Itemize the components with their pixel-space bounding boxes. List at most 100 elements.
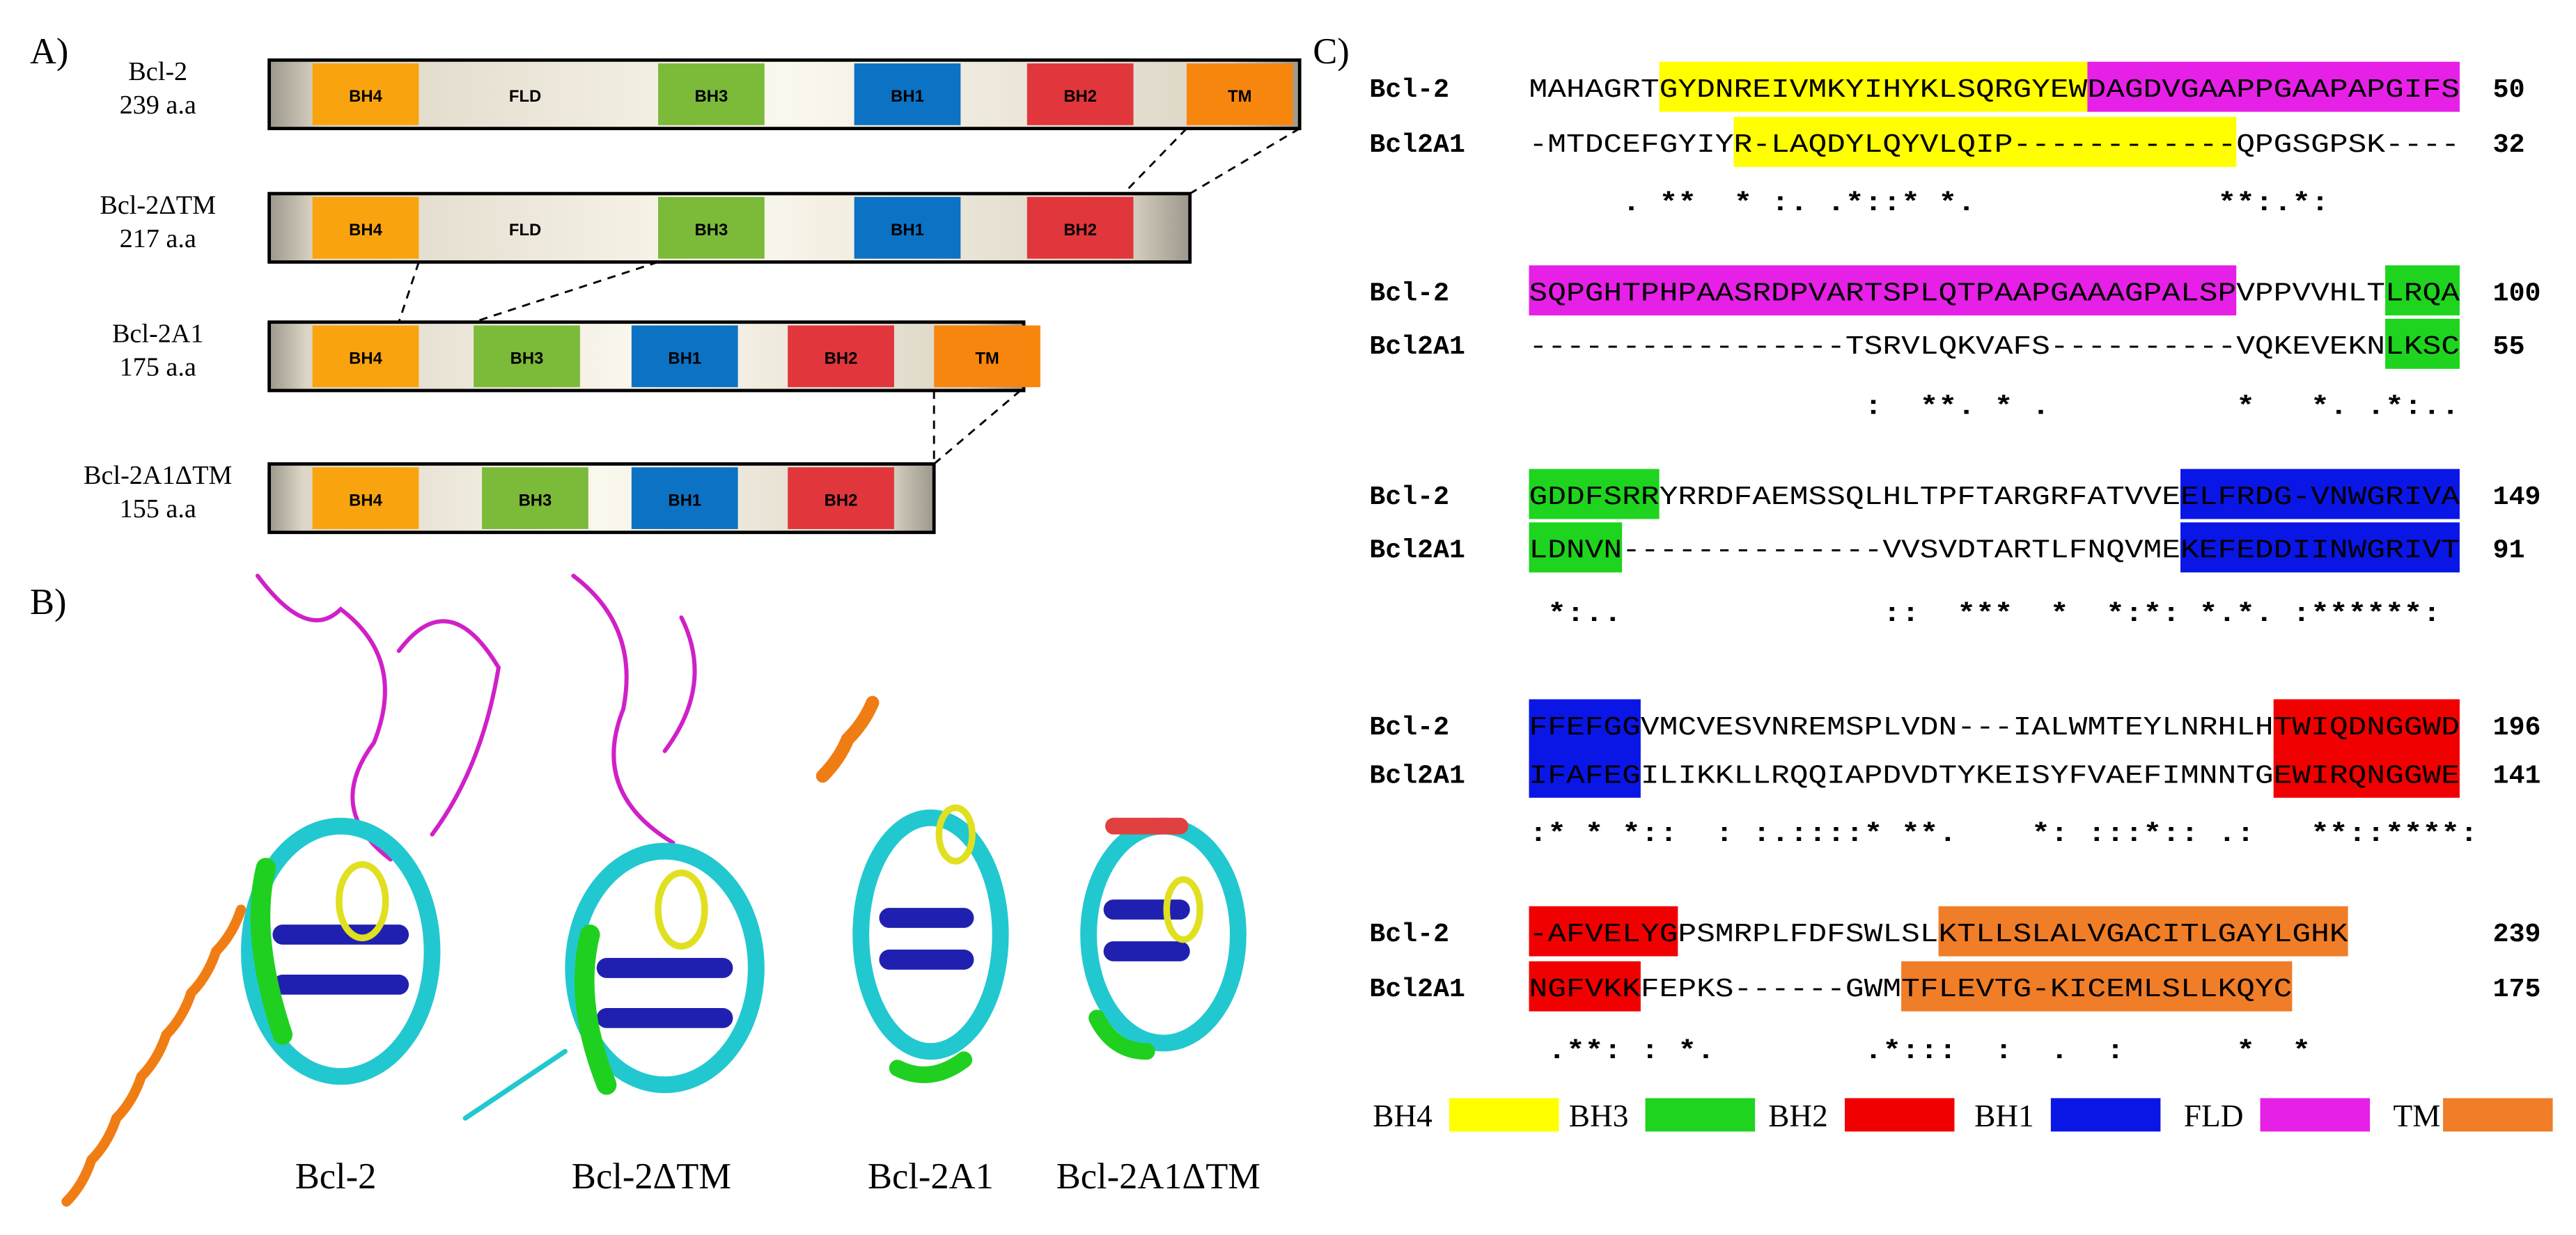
sequence-name: Bcl2A1 bbox=[1369, 975, 1465, 1005]
sequence: SQPGHTPHPAASRDPVARTSPLQTPAAPGAAAGPALSPVP… bbox=[1529, 278, 2460, 308]
highlight bbox=[1938, 906, 2348, 957]
legend-swatch bbox=[2050, 1098, 2161, 1132]
domain-box bbox=[934, 325, 1040, 388]
panel-label: B) bbox=[30, 582, 66, 622]
alignment: Bcl-2 MAHAGRTGYDNREIVMKYIHYKLSQRGYEWDAGDV… bbox=[1369, 61, 2541, 1067]
highlight bbox=[2180, 522, 2460, 573]
domain-label: BH3 bbox=[510, 349, 544, 368]
connectors bbox=[398, 127, 1300, 465]
domain-box bbox=[631, 325, 738, 388]
highlight bbox=[1659, 61, 2088, 112]
legend-swatch bbox=[2443, 1098, 2553, 1132]
sequence: IFAFEGILIKKLLRQQIAPDVDTYKEISYFVAEFIMNNTG… bbox=[1529, 761, 2460, 791]
domain-box bbox=[312, 467, 419, 529]
legend-label: TM bbox=[2393, 1099, 2440, 1133]
residue-count: 149 bbox=[2493, 482, 2541, 512]
domain-label: BH4 bbox=[349, 349, 382, 368]
highlight bbox=[2087, 61, 2460, 112]
consensus: .**: : *. .*::: : . : * * bbox=[1529, 1037, 2311, 1067]
residue-count: 100 bbox=[2493, 278, 2541, 308]
sequence-name: Bcl2A1 bbox=[1369, 761, 1465, 791]
highlight bbox=[2385, 265, 2460, 316]
domain-box bbox=[312, 196, 419, 259]
structures bbox=[61, 574, 1247, 1207]
domain-label: BH2 bbox=[825, 491, 858, 510]
sequence: -MTDCEFGYIYR-LAQDYLQYVLQIP------------QP… bbox=[1529, 130, 2460, 160]
domain-box bbox=[658, 196, 765, 259]
domain-box bbox=[788, 325, 894, 388]
domain-label: BH3 bbox=[695, 87, 728, 106]
highlight bbox=[2180, 469, 2460, 519]
domain-box bbox=[312, 325, 419, 388]
residue-count: 32 bbox=[2493, 130, 2525, 160]
sequence: LDNVN--------------VVSVDTARTLFNQVMEKEFED… bbox=[1529, 536, 2460, 566]
domain-box bbox=[1027, 63, 1134, 125]
highlight bbox=[1529, 747, 1641, 798]
sequence-name: Bcl2A1 bbox=[1369, 130, 1465, 160]
structure-label: Bcl-2A1ΔTM bbox=[1056, 1156, 1260, 1197]
sequence-name: Bcl-2 bbox=[1369, 920, 1449, 950]
protein-length: 239 a.a bbox=[120, 91, 196, 120]
domain-box bbox=[854, 63, 961, 125]
domain-label: BH2 bbox=[825, 349, 858, 368]
sequence-name: Bcl2A1 bbox=[1369, 536, 1465, 566]
structure-label: Bcl-2ΔTM bbox=[572, 1156, 731, 1197]
domain-label: BH1 bbox=[668, 491, 701, 510]
sequence-name: Bcl-2 bbox=[1369, 278, 1449, 308]
highlight bbox=[1529, 961, 1641, 1012]
domain-box bbox=[854, 196, 961, 259]
protein-name: Bcl-2A1ΔTM bbox=[84, 461, 232, 490]
sequence: -AFVELYGPSMRPLFDFSWLSLKTLLSLALVGACITLGAY… bbox=[1529, 920, 2348, 950]
protein-bar bbox=[267, 58, 1302, 130]
highlight bbox=[1529, 265, 2237, 316]
domain-maps: Bcl-2 239 a.a BH4 FLD BH3 BH1 BH2 TM Bcl-2ΔTM 217… bbox=[84, 57, 1302, 535]
protein-name: Bcl-2A1 bbox=[112, 319, 203, 348]
protein-length: 175 a.a bbox=[120, 352, 196, 381]
legend: BH4 BH3 BH2 BH1 FLD TM bbox=[1373, 1098, 2553, 1133]
domain-label: BH4 bbox=[349, 491, 382, 510]
sequence-name: Bcl2A1 bbox=[1369, 332, 1465, 362]
legend-label: BH2 bbox=[1768, 1099, 1828, 1133]
domain-box bbox=[482, 467, 588, 529]
consensus: . ** * :. .*::* *. **:.*: bbox=[1529, 189, 2329, 219]
structure-labels: Bcl-2 Bcl-2ΔTM Bcl-2A1 Bcl-2A1ΔTM bbox=[295, 1156, 1260, 1197]
domain-label: BH2 bbox=[1063, 87, 1097, 106]
domain-box bbox=[1027, 196, 1134, 259]
highlight bbox=[1529, 906, 1678, 957]
highlight bbox=[1733, 116, 2237, 167]
structure-label: Bcl-2 bbox=[295, 1156, 377, 1197]
domain-label: BH3 bbox=[519, 491, 552, 510]
highlight bbox=[2273, 747, 2460, 798]
legend-label: BH3 bbox=[1569, 1099, 1629, 1133]
residue-count: 91 bbox=[2493, 536, 2525, 566]
domain-box bbox=[312, 63, 419, 125]
legend-label: BH4 bbox=[1373, 1099, 1433, 1133]
consensus: : **. * . * *. .*:.. bbox=[1529, 392, 2460, 422]
domain-label: BH3 bbox=[695, 221, 728, 239]
domain-label: BH1 bbox=[668, 349, 701, 368]
domain-label: FLD bbox=[509, 221, 541, 239]
domain-box bbox=[788, 467, 894, 529]
domain-label: BH4 bbox=[349, 221, 382, 239]
sequence: -----------------TSRVLQKVAFS----------VQ… bbox=[1529, 332, 2460, 362]
legend-swatch bbox=[2260, 1098, 2371, 1132]
legend-label: FLD bbox=[2184, 1099, 2244, 1133]
domain-box bbox=[1186, 63, 1293, 125]
legend-swatch bbox=[1844, 1098, 1955, 1132]
domain-label: TM bbox=[1228, 87, 1251, 106]
domain-box bbox=[658, 63, 765, 125]
highlight bbox=[2385, 318, 2460, 369]
residue-count: 175 bbox=[2493, 975, 2541, 1005]
sequence-name: Bcl-2 bbox=[1369, 75, 1449, 105]
sequence: GDDFSRRYRRDFAEMSSQLHLTPFTARGRFATVVEELFRD… bbox=[1529, 482, 2460, 512]
highlight bbox=[1529, 469, 1660, 519]
panel-label: C) bbox=[1313, 31, 1349, 72]
sequence-name: Bcl-2 bbox=[1369, 713, 1449, 743]
consensus: :* * *:: : :.::::* **. *: :::*:: .: **::… bbox=[1529, 819, 2479, 849]
structure-label: Bcl-2A1 bbox=[868, 1156, 994, 1197]
domain-box bbox=[631, 467, 738, 529]
consensus: *:.. :: *** * *:*: *.*. :******: bbox=[1529, 599, 2442, 629]
highlight bbox=[2273, 699, 2460, 750]
